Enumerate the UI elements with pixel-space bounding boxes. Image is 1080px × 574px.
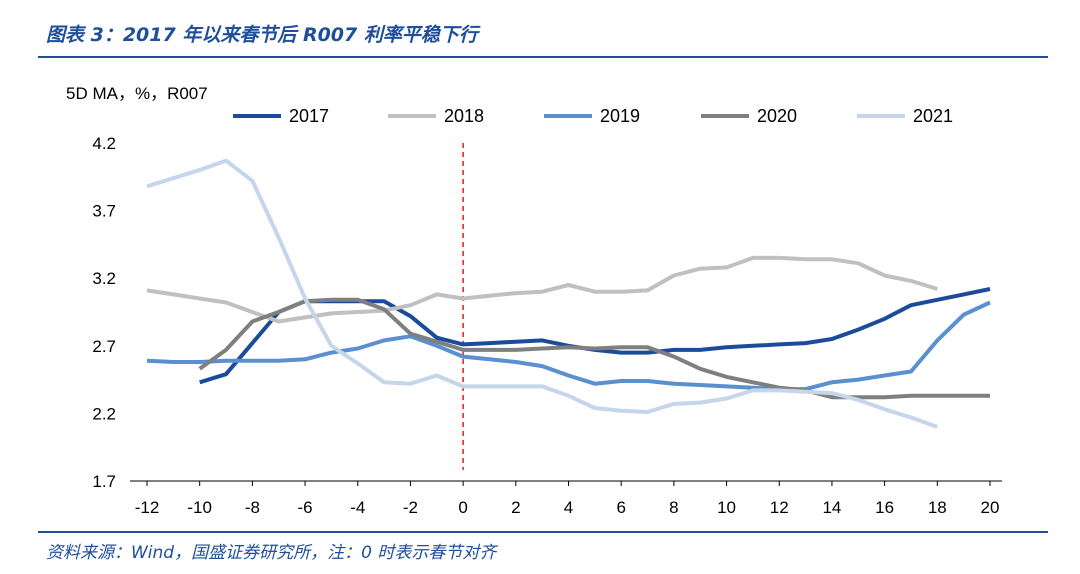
legend-label-2019: 2019 <box>600 106 640 126</box>
series-line-2021 <box>146 158 938 429</box>
x-tick-label: -6 <box>298 498 313 517</box>
x-tick-label: 2 <box>511 498 520 517</box>
y-tick-label: 1.7 <box>92 472 116 491</box>
x-tick-label: 18 <box>928 498 947 517</box>
series-line-2017 <box>199 287 991 385</box>
legend-label-2020: 2020 <box>757 106 797 126</box>
x-tick-label: 14 <box>822 498 841 517</box>
legend-label-2017: 2017 <box>289 106 329 126</box>
x-tick-label: 8 <box>669 498 678 517</box>
series-line-2020 <box>198 297 990 400</box>
x-tick-label: 10 <box>717 498 736 517</box>
y-tick-label: 3.2 <box>92 269 116 288</box>
x-tick-label: -12 <box>135 498 160 517</box>
x-tick-label: -8 <box>245 498 260 517</box>
y-tick-label: 4.2 <box>92 134 116 153</box>
series-line-2019 <box>146 300 991 392</box>
y-tick-label: 2.2 <box>92 404 116 423</box>
x-tick-label: 6 <box>616 498 625 517</box>
y-axis-unit-label: 5D MA，%，R007 <box>66 84 208 103</box>
source-rule <box>38 531 1048 533</box>
source-note: 资料来源：Wind，国盛证券研究所，注：0 时表示春节对齐 <box>46 543 497 563</box>
title-rule <box>38 56 1048 58</box>
x-tick-label: -2 <box>403 498 418 517</box>
legend-label-2018: 2018 <box>444 106 484 126</box>
x-tick-label: 20 <box>981 498 1000 517</box>
series-lines <box>146 158 991 429</box>
x-tick-label: 16 <box>875 498 894 517</box>
x-tick-label: -10 <box>187 498 212 517</box>
x-tick-label: 12 <box>770 498 789 517</box>
x-tick-label: -4 <box>350 498 365 517</box>
x-tick-label: 0 <box>458 498 467 517</box>
figure-title: 图表 3：2017 年以来春节后 R007 利率平稳下行 <box>46 24 478 46</box>
y-tick-label: 3.7 <box>92 202 116 221</box>
chart-axes: -12 -10 -8 -6 -4 -2 0 2 4 6 8 10 12 14 16 18 20 1.7 2.2 2.7… <box>92 134 1002 517</box>
series-line-2018 <box>146 255 938 324</box>
legend-label-2021: 2021 <box>913 106 953 126</box>
y-tick-label: 2.7 <box>92 337 116 356</box>
x-tick-label: 4 <box>564 498 573 517</box>
chart-legend: 2017 2018 2019 2020 2021 <box>233 106 953 126</box>
